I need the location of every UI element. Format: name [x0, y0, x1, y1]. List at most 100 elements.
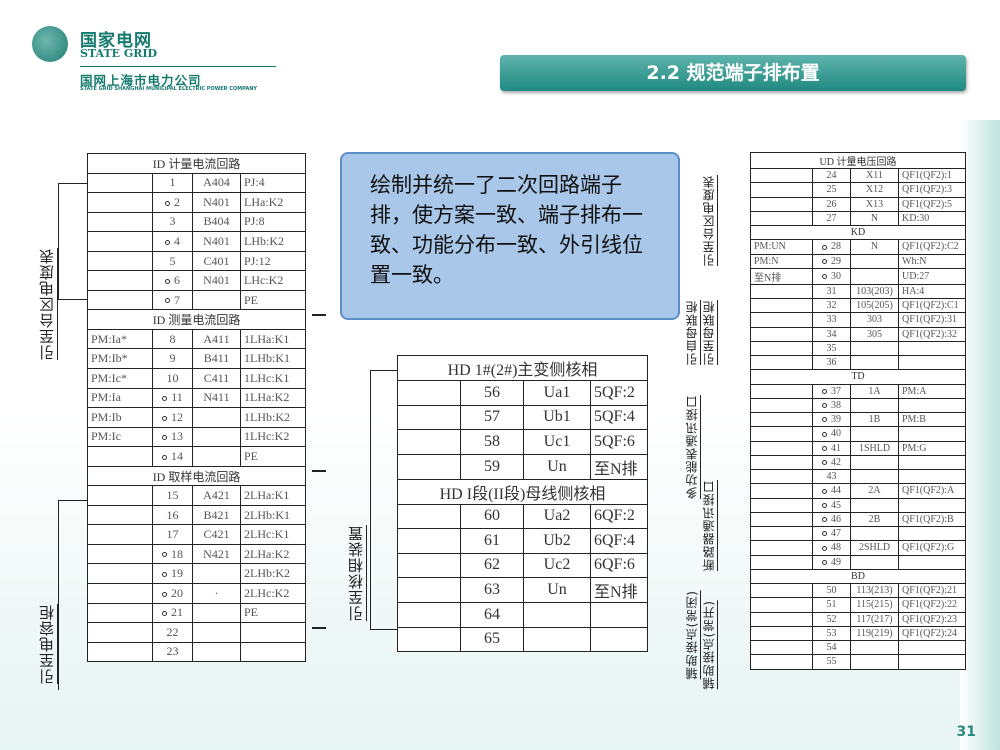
destination-cell: LHb:K2 — [239, 231, 307, 252]
destination-cell-text: QF1(QF2):B — [902, 513, 954, 525]
wire-number: 103(203) — [850, 283, 899, 300]
source-cell — [750, 582, 813, 599]
label-right-3a: 多功能表通讯接口 — [683, 395, 701, 499]
source-cell — [87, 211, 153, 233]
wire-number: 1A — [850, 383, 899, 399]
terminal-row: 64 — [397, 602, 649, 628]
destination-cell: LHc:K2 — [239, 270, 307, 291]
terminal-number: 50 — [812, 582, 851, 599]
destination-cell: PJ:12 — [239, 250, 307, 272]
terminal-number-text: 54 — [826, 642, 837, 654]
terminal-number-text: 60 — [484, 507, 500, 525]
wire-number-text: N — [870, 241, 879, 253]
section-header: HD I段(II段)母线侧核相 — [396, 478, 649, 505]
terminal-number: 20 — [152, 583, 193, 604]
terminal-number-text: 53 — [826, 627, 837, 639]
terminal-number-text: 33 — [826, 314, 837, 326]
source-cell — [750, 625, 813, 642]
destination-cell — [897, 454, 967, 471]
terminal-number: 52 — [812, 611, 851, 627]
wire-number — [850, 639, 899, 656]
source-cell — [87, 543, 153, 565]
destination-cell: QF1(QF2):B — [897, 511, 967, 528]
terminal-row: PM:Ia* 8 A411 1LHa:K1 — [87, 328, 307, 350]
terminal-number: 5 — [152, 250, 193, 272]
wire-number: N401 — [192, 231, 241, 252]
destination-cell-text: QF1(QF2):1 — [902, 170, 953, 182]
source-cell — [87, 524, 153, 545]
destination-cell: 2LHc:K2 — [239, 583, 307, 604]
slide-edge-decoration — [960, 120, 1000, 750]
destination-cell: PE — [239, 602, 307, 624]
destination-cell-text: 2LHb:K1 — [244, 507, 290, 522]
wire-number: 305 — [850, 326, 899, 342]
wire-number — [850, 426, 899, 442]
destination-cell: 1LHb:K2 — [239, 407, 307, 428]
terminal-number-text: 24 — [826, 170, 837, 182]
link-icon — [822, 244, 827, 250]
wire-number: Un — [523, 577, 591, 603]
destination-cell — [897, 654, 967, 670]
terminal-number: 13 — [152, 426, 193, 448]
terminal-number-text: 46 — [831, 513, 841, 525]
wire-number: Ub1 — [523, 404, 591, 430]
terminal-number: 30 — [812, 267, 851, 285]
terminal-number-text: 42 — [831, 456, 841, 468]
wire-number-text: · — [214, 585, 219, 600]
ground-icon — [312, 314, 326, 324]
terminal-row: 56 Ua1 5QF:2 — [397, 380, 649, 406]
terminal-number: 51 — [812, 597, 851, 613]
wire-number — [192, 426, 241, 448]
destination-cell-text: 2LHa:K1 — [244, 488, 290, 503]
section-header: UD 计量电压回路 — [749, 152, 967, 169]
terminal-row: 49 — [750, 554, 967, 570]
source-cell — [397, 528, 461, 554]
source-cell — [750, 196, 813, 212]
terminal-row: 42 — [750, 454, 967, 471]
terminal-number-text: 4 — [174, 233, 180, 248]
destination-cell: HA:4 — [897, 283, 967, 300]
terminal-number: 27 — [812, 210, 851, 227]
section-header-row: ID 计量电流回路 — [86, 153, 307, 174]
source-cell: PM:UN — [750, 239, 813, 255]
destination-cell — [897, 639, 967, 656]
wire-number: X11 — [850, 167, 899, 184]
destination-cell-text: PM:B — [902, 414, 926, 426]
wire-number-text: N411 — [203, 390, 230, 405]
destination-cell: QF1(QF2):A — [897, 483, 967, 499]
wire-number-text: 1A — [868, 385, 881, 397]
source-cell — [397, 429, 461, 455]
destination-cell-text: PJ:8 — [244, 214, 265, 229]
link-icon — [165, 200, 170, 206]
callout-box: 绘制并统一了二次回路端子排，使方案一致、端子排布一致、功能分布一致、外引线位置一… — [340, 152, 680, 320]
section-header: HD 1#(2#)主变侧核相 — [396, 355, 649, 381]
terminal-number: 61 — [460, 528, 524, 554]
terminal-number: 28 — [812, 239, 851, 255]
terminal-number-text: 58 — [484, 432, 500, 450]
wire-number-text: X12 — [865, 184, 884, 196]
wire-number-text: 303 — [867, 314, 882, 326]
terminal-row: 35 — [750, 340, 967, 357]
terminal-number: 12 — [152, 407, 193, 428]
destination-cell: KD:30 — [897, 210, 967, 227]
terminal-row: 21 PE — [87, 602, 307, 624]
terminal-number-text: 56 — [484, 383, 500, 401]
terminal-row: 39 1B PM:B — [750, 411, 967, 428]
terminal-row: PM:Ib 12 1LHb:K2 — [87, 407, 307, 428]
destination-cell — [897, 354, 967, 371]
terminal-number: 62 — [460, 552, 524, 578]
source-cell — [750, 326, 813, 342]
terminal-row: 38 — [750, 397, 967, 414]
source-cell: PM:Ia — [87, 387, 153, 409]
terminal-row: 17 C421 2LHc:K1 — [87, 524, 307, 545]
terminal-row: 48 2SHLD QF1(QF2):G — [750, 540, 967, 556]
terminal-number-text: 55 — [826, 656, 837, 668]
wire-number: 113(213) — [850, 582, 899, 599]
terminal-number-text: 6 — [174, 273, 180, 288]
terminal-number-text: 59 — [484, 457, 500, 475]
destination-cell-text: PE — [244, 292, 259, 307]
destination-cell-text: QF1(QF2):22 — [902, 599, 958, 611]
destination-cell-text: LHb:K2 — [244, 233, 284, 248]
destination-cell: 1LHa:K1 — [239, 328, 307, 350]
destination-cell: QF1(QF2):1 — [897, 167, 967, 184]
